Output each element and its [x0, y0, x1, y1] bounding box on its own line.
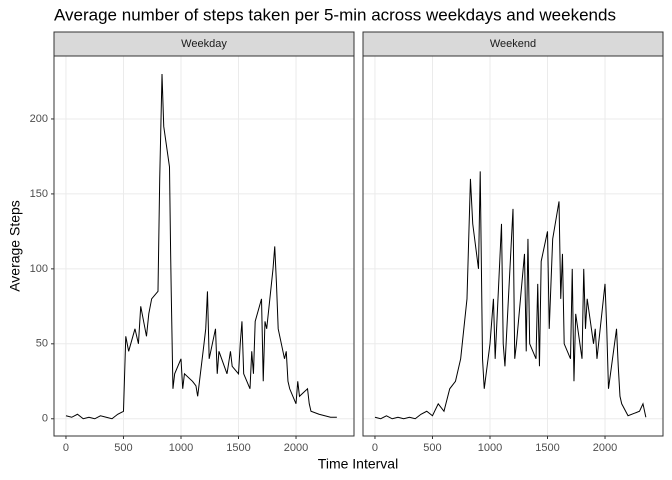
line	[65, 73, 337, 420]
x-tick-label: 1500	[226, 442, 250, 454]
panel-border	[53, 55, 355, 437]
x-tick-label: 1500	[535, 442, 559, 454]
x-tick-label: 0	[63, 442, 69, 454]
strip-label: Weekend	[490, 38, 536, 50]
y-tick-label: 150	[30, 188, 48, 200]
y-tick-label: 50	[36, 338, 48, 350]
x-tick-label: 2000	[284, 442, 308, 454]
strip-label: Weekday	[181, 38, 227, 50]
y-tick-label: 200	[30, 113, 48, 125]
panel	[54, 56, 354, 436]
y-tick-label: 100	[30, 263, 48, 275]
x-axis-title: Time Interval	[318, 456, 398, 472]
x-tick-label: 1000	[478, 442, 502, 454]
x-tick-label: 500	[114, 442, 132, 454]
line	[374, 171, 647, 420]
x-tick-label: 2000	[593, 442, 617, 454]
y-axis-title: Average Steps	[7, 200, 23, 292]
chart-title: Average number of steps taken per 5-min …	[54, 5, 616, 24]
strip	[362, 31, 664, 57]
x-tick-label: 500	[423, 442, 441, 454]
x-tick-label: 1000	[169, 442, 193, 454]
panel-border	[362, 55, 664, 437]
x-tick-label: 0	[372, 442, 378, 454]
y-tick-label: 0	[42, 413, 48, 425]
strip	[53, 31, 355, 57]
